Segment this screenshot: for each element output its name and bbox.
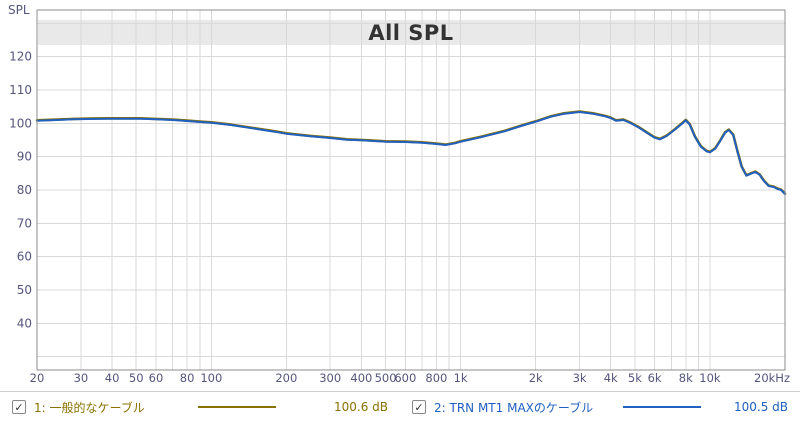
svg-text:400: 400 xyxy=(350,371,372,385)
trace-2-line-swatch xyxy=(622,406,701,408)
trace-2-line xyxy=(36,111,786,195)
trace-2-label: 2: TRN MT1 MAXのケーブル xyxy=(434,400,594,415)
svg-text:4k: 4k xyxy=(604,371,618,385)
svg-text:200: 200 xyxy=(275,371,297,385)
legend-item-trace-1: ✓ 1: 一般的なケーブル 100.6 dB xyxy=(0,392,400,422)
svg-text:70: 70 xyxy=(17,216,32,230)
trace-2-checkbox[interactable]: ✓ xyxy=(412,400,426,414)
trace-1-label: 1: 一般的なケーブル xyxy=(34,400,145,415)
svg-text:60: 60 xyxy=(17,250,32,264)
check-icon: ✓ xyxy=(14,400,24,414)
check-icon: ✓ xyxy=(414,400,424,414)
svg-text:40: 40 xyxy=(105,371,120,385)
svg-text:300: 300 xyxy=(319,371,341,385)
svg-text:5k: 5k xyxy=(628,371,642,385)
trace-1-level-value: 100.6 dB xyxy=(333,400,388,414)
svg-text:80: 80 xyxy=(180,371,195,385)
title-band xyxy=(38,20,784,45)
svg-text:500: 500 xyxy=(375,371,397,385)
svg-text:800: 800 xyxy=(425,371,447,385)
svg-text:40: 40 xyxy=(17,316,32,330)
svg-text:20: 20 xyxy=(30,371,45,385)
trace-1-checkbox[interactable]: ✓ xyxy=(12,400,26,414)
y-axis-labels: 120 110 100 90 80 70 60 50 40 xyxy=(9,50,32,331)
svg-text:110: 110 xyxy=(9,83,32,97)
legend-bar: ✓ 1: 一般的なケーブル 100.6 dB ✓ 2: TRN MT1 MAXの… xyxy=(0,391,800,422)
svg-text:80: 80 xyxy=(17,183,32,197)
y-axis-unit-label: SPL xyxy=(8,3,30,17)
trace-2-level-value: 100.5 dB xyxy=(733,400,788,414)
trace-1-line-swatch xyxy=(198,406,277,408)
spl-frequency-response-chart: 120 110 100 90 80 70 60 50 40 20 30 40 50 60 80 100 200 3… xyxy=(9,9,790,385)
gridlines xyxy=(36,10,786,370)
svg-text:100: 100 xyxy=(200,371,222,385)
legend-item-trace-2: ✓ 2: TRN MT1 MAXのケーブル 100.5 dB xyxy=(400,392,800,422)
svg-text:60: 60 xyxy=(149,371,164,385)
svg-text:100: 100 xyxy=(9,116,32,130)
svg-text:8k: 8k xyxy=(679,371,693,385)
svg-text:120: 120 xyxy=(9,50,32,64)
svg-text:600: 600 xyxy=(394,371,416,385)
svg-text:6k: 6k xyxy=(648,371,662,385)
svg-text:10k: 10k xyxy=(699,371,721,385)
svg-text:50: 50 xyxy=(129,371,144,385)
svg-text:2k: 2k xyxy=(529,371,543,385)
plot-border xyxy=(36,9,786,371)
svg-text:20kHz: 20kHz xyxy=(754,371,790,385)
svg-text:50: 50 xyxy=(17,283,32,297)
svg-text:30: 30 xyxy=(74,371,89,385)
svg-text:90: 90 xyxy=(17,150,32,164)
svg-text:1k: 1k xyxy=(454,371,468,385)
svg-text:3k: 3k xyxy=(573,371,587,385)
